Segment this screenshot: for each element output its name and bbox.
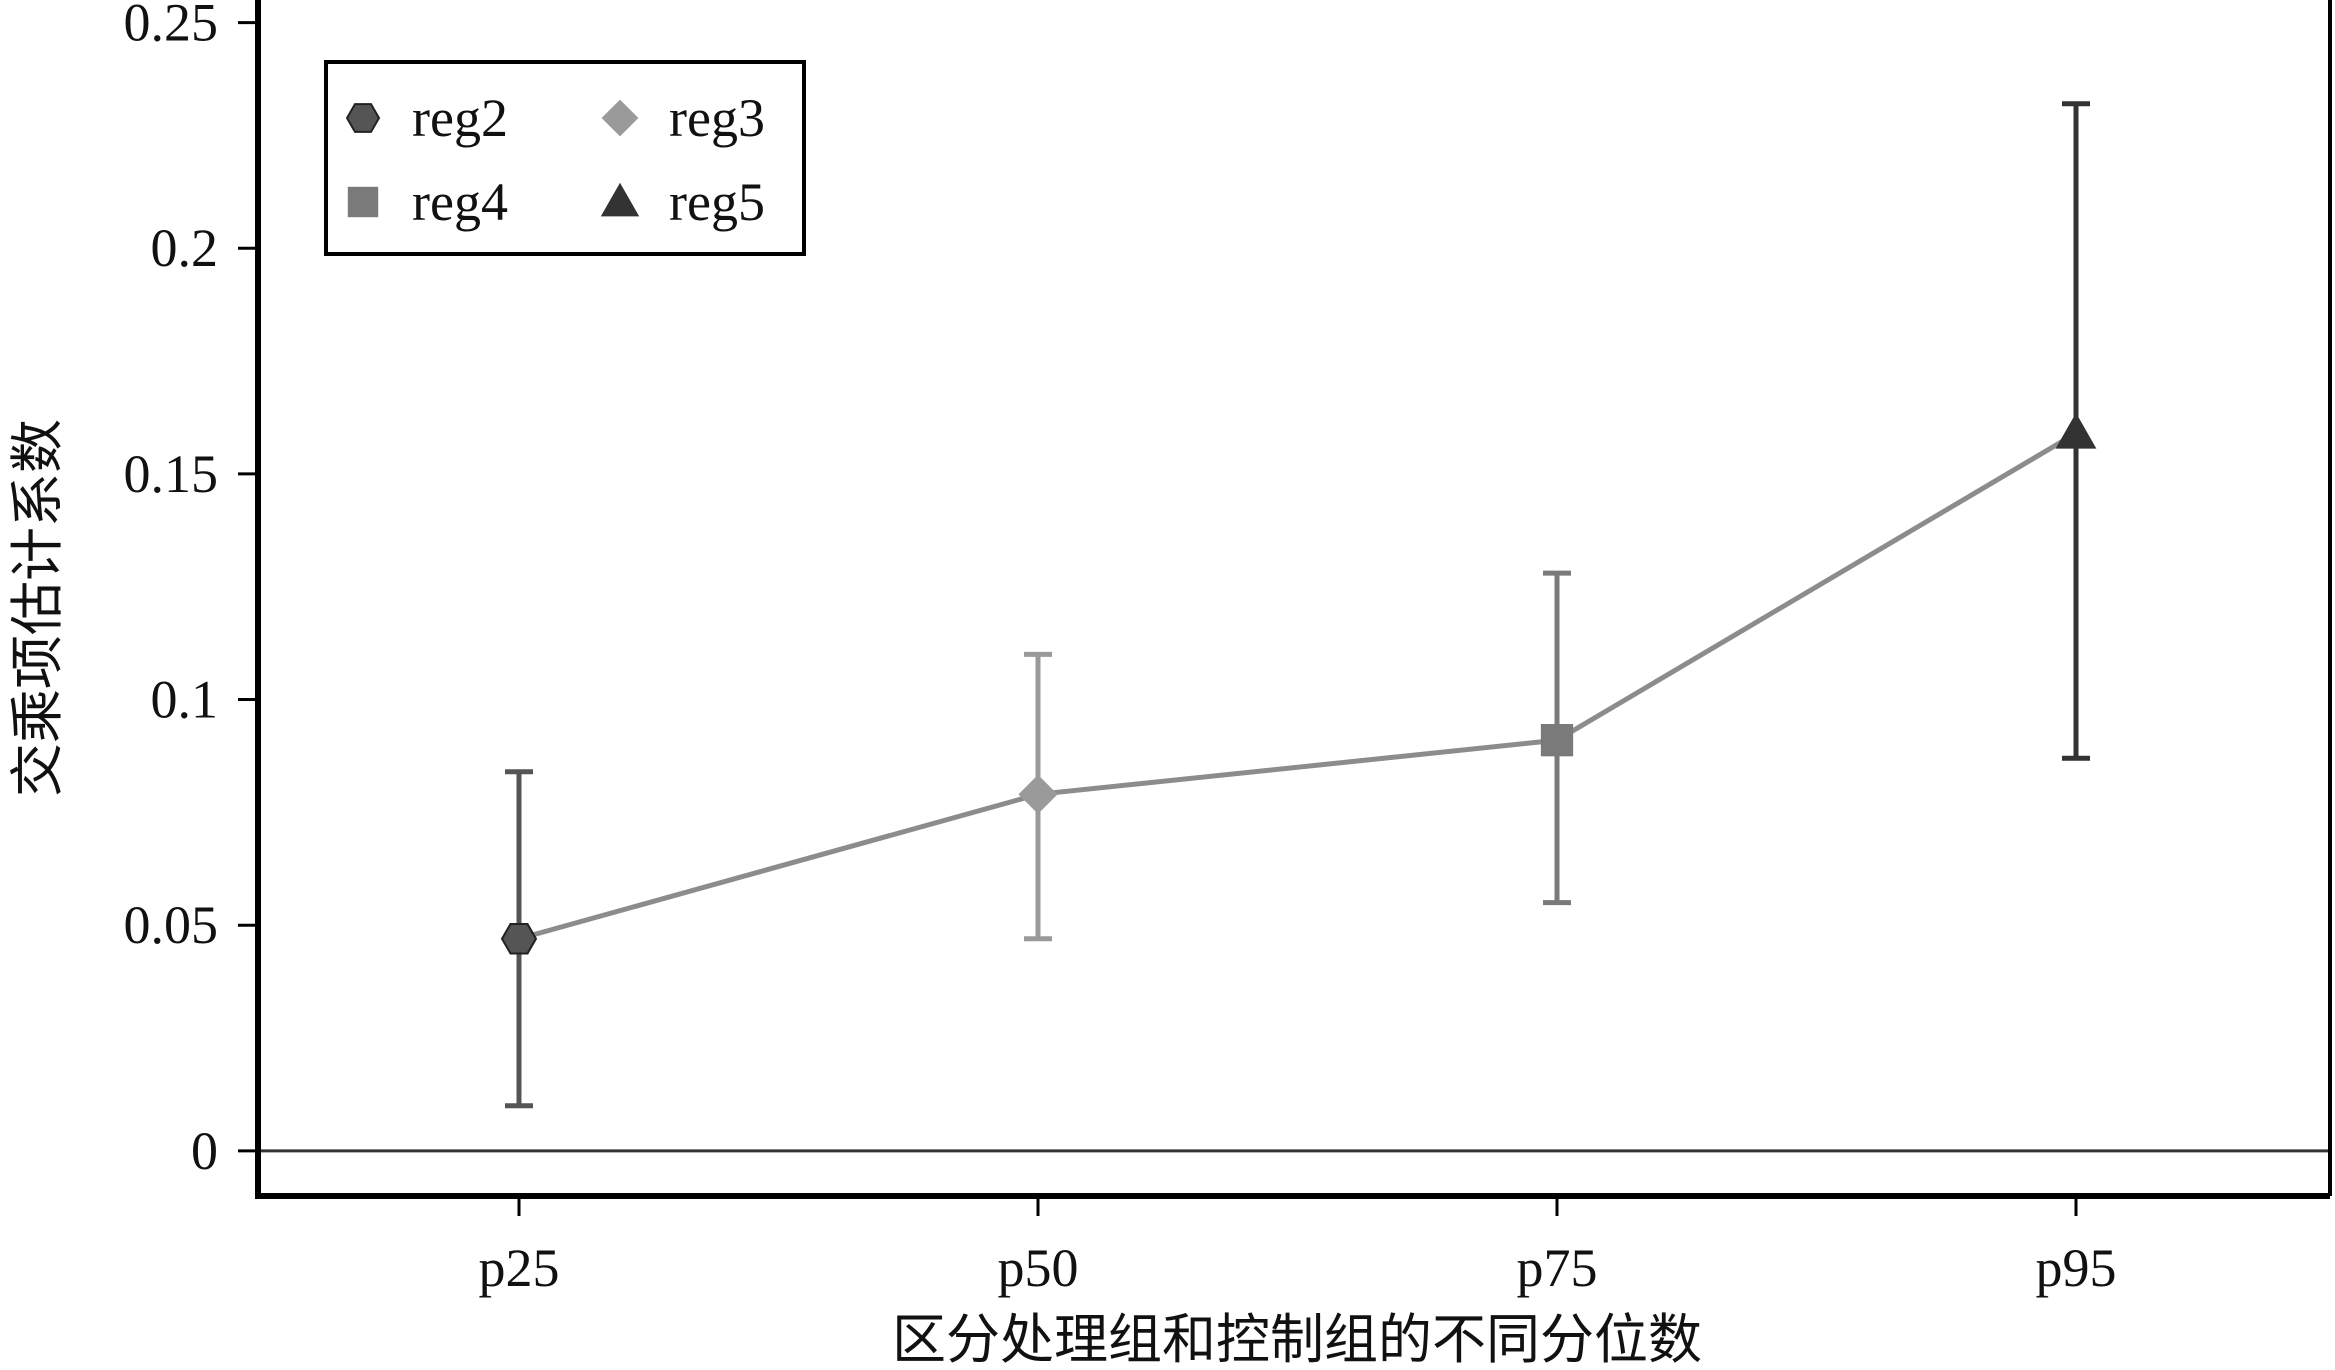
x-tick-label: p75: [1517, 1238, 1598, 1298]
x-tick-label: p25: [479, 1238, 560, 1298]
legend-marker: [600, 182, 640, 217]
legend-label: reg4: [412, 172, 508, 232]
x-tick-label: p95: [2036, 1238, 2117, 1298]
y-tick-label: 0.1: [151, 670, 219, 730]
legend-item-reg4: reg4: [347, 172, 508, 232]
legend-label: reg3: [669, 88, 765, 148]
y-tick-label: 0.15: [124, 444, 219, 504]
x-tick-label: p50: [998, 1238, 1079, 1298]
legend-item-reg5: reg5: [600, 172, 765, 232]
marker-reg4: [1540, 724, 1574, 757]
series-line: [518, 431, 2078, 942]
point-markers: [500, 412, 2097, 955]
marker-reg3: [1018, 774, 1058, 814]
axes: 0 0.05 0.1 0.15 0.2 0.25 p25 p50 p75 p95: [124, 0, 2332, 1298]
legend-marker: [601, 99, 639, 137]
legend: reg2 reg3 reg4 reg5: [324, 60, 806, 256]
x-axis-title: 区分处理组和控制组的不同分位数: [892, 1308, 1702, 1370]
legend-label: reg2: [412, 88, 508, 148]
legend-item-reg2: reg2: [345, 88, 508, 148]
legend-box: [324, 60, 806, 256]
y-axis-title: 交乘项估计系数: [6, 419, 69, 797]
marker-reg2: [500, 923, 538, 955]
y-tick-label: 0.2: [151, 218, 219, 278]
y-tick-label: 0.25: [124, 0, 219, 53]
series-layer: [518, 431, 2078, 942]
y-tick-label: 0.05: [124, 895, 219, 955]
legend-item-reg3: reg3: [601, 88, 765, 148]
legend-label: reg5: [669, 172, 765, 232]
y-tick-label: 0: [191, 1121, 218, 1181]
legend-marker: [345, 103, 381, 133]
marker-reg5: [2055, 412, 2097, 449]
legend-marker: [347, 186, 379, 218]
